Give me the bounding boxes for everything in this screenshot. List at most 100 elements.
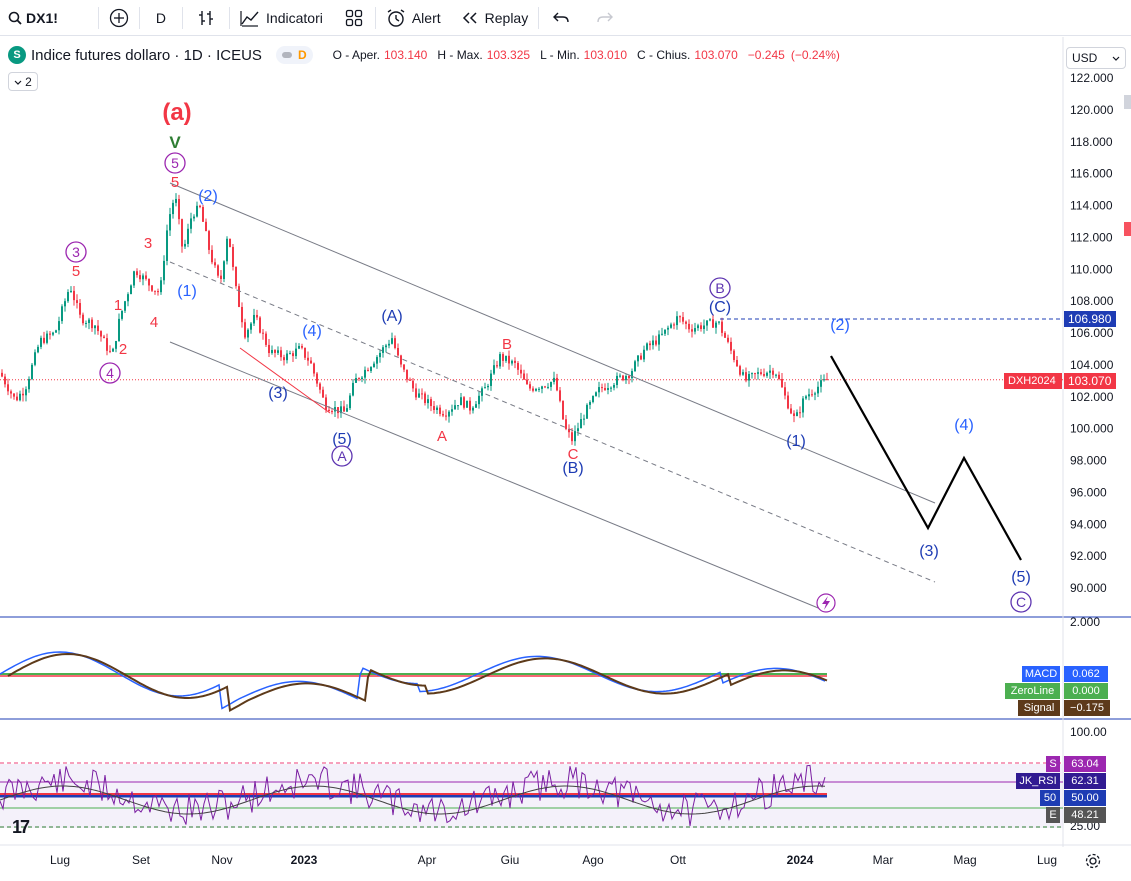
data-status-pill[interactable]: D [275,46,313,64]
candle-body [541,386,543,389]
wave-label-circled-A-ring [331,445,353,467]
rsi-e-name-tag: E [1046,807,1060,823]
alert-button[interactable]: Alert [376,0,451,36]
candle-body [61,306,63,322]
wave-label-red-5: 5 [171,174,179,191]
interval-button[interactable]: D [140,0,182,36]
candle-body [274,349,276,353]
candle-body [604,387,606,390]
candle-body [757,372,759,374]
candle-body [463,397,465,408]
candle-body [256,314,258,318]
chart-settings-button[interactable] [1084,852,1104,872]
candle-body [403,364,405,370]
candle-body [259,317,261,333]
candle-body [253,314,255,324]
candle-body [220,275,222,280]
indicators-button[interactable]: Indicatori [230,0,333,36]
price-axis-tick: 98.000 [1070,454,1107,468]
candle-body [571,432,573,442]
candle-body [565,419,567,429]
candle-body [124,301,126,311]
alarm-clock-icon [386,8,406,28]
rsi-line [0,764,826,827]
toolbar-divider [229,6,231,29]
candle-body [520,369,522,374]
candle-body [307,357,309,361]
high-value: 103.325 [486,48,531,62]
candle-body [226,238,228,262]
gear-icon [1084,853,1102,874]
candle-body [661,333,663,335]
candle-body [286,353,288,361]
wave-label-circled-4: 4 [106,365,114,381]
candle-body [514,360,516,363]
candle-body [433,406,435,410]
candle-body [16,396,18,401]
candle-body [679,316,681,318]
rsi-s-name-tag: S [1046,756,1060,772]
candle-body [190,218,192,229]
candle-body [67,292,69,302]
candle-body [694,328,696,332]
low-value: 103.010 [583,48,628,62]
currency-selector[interactable]: USD [1066,47,1126,69]
candle-body [505,355,507,361]
candle-body [457,405,459,407]
candle-body [556,377,558,391]
time-axis-tick: Giu [501,853,520,867]
candle-body [448,411,450,417]
candle-body [244,322,246,338]
candle-body [142,275,144,280]
candle-body [148,278,150,286]
candle-body [223,261,225,280]
scroll-edge-handle[interactable] [1124,95,1131,109]
candle-body [271,349,273,354]
candle-body [64,301,66,307]
candle-body [739,366,741,375]
candle-body [166,230,168,261]
compare-symbol-button[interactable] [99,0,139,36]
candle-body [436,407,438,410]
candle-body [100,331,102,337]
chart-title[interactable]: Indice futures dollaro · 1D · ICEUS [31,46,262,64]
candle-body [802,398,804,413]
candle-body [778,374,780,380]
replay-button[interactable]: Replay [451,0,539,36]
undo-icon [553,12,569,24]
chart-type-button[interactable] [183,0,229,36]
candle-body [781,379,783,388]
candle-body [787,395,789,409]
time-axis-tick: Nov [211,853,232,867]
redo-button[interactable] [583,0,627,36]
candle-body [664,329,666,334]
candle-body [169,214,171,231]
layouts-button[interactable] [333,0,375,36]
wave-label-red-1: 1 [114,297,122,314]
price-axis-tick: 94.000 [1070,517,1107,531]
signal-value-tag: −0.175 [1064,700,1110,716]
toolbar-divider [182,6,184,29]
legend-collapse-button[interactable]: 2 [8,72,38,91]
candle-body [13,393,15,397]
wave-label-red-A: A [437,428,447,445]
wave-label-blue-2: (2) [198,188,218,205]
time-axis-tick: Set [132,853,151,867]
candle-body [427,399,429,404]
candle-body [478,395,480,405]
wave-label-blue-1: (1) [177,283,197,300]
chart-canvas[interactable]: 122.000120.000118.000116.000114.000112.0… [0,37,1131,881]
candle-body [472,407,474,411]
symbol-search-button[interactable]: DX1! [0,0,68,36]
candle-body [199,205,201,207]
price-axis-tick: 112.000 [1070,230,1113,244]
undo-button[interactable] [539,0,583,36]
candle-body [205,221,207,232]
macd-name-tag: MACD [1022,666,1060,682]
candle-body [499,354,501,367]
candle-body [697,325,699,329]
price-axis-tick: 108.000 [1070,294,1114,308]
candle-body [508,355,510,364]
candle-body [73,290,75,301]
candle-body [640,355,642,360]
